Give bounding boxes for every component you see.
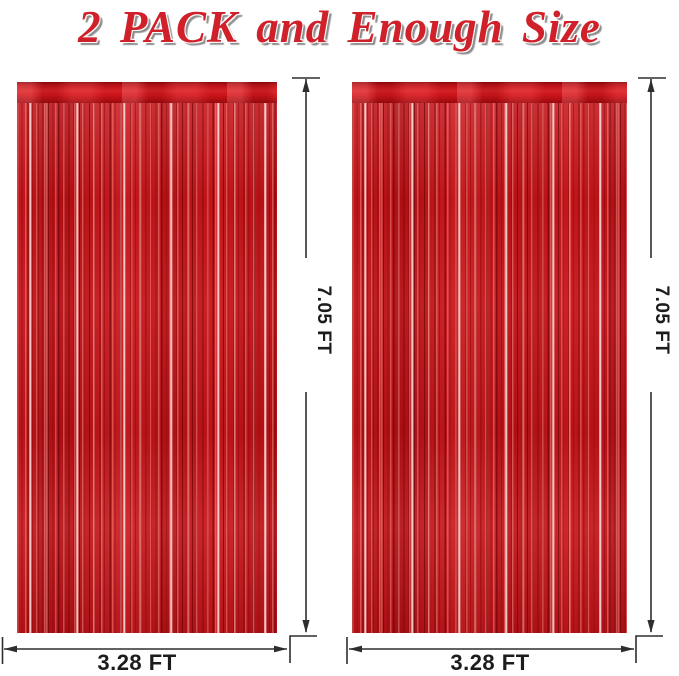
page-title: 2 PACK and Enough Size: [78, 2, 601, 52]
curtain-fringe-right: [352, 103, 627, 633]
curtain-fringe-left: [17, 103, 277, 633]
arrowhead-east-left: [274, 645, 287, 653]
width-label-left: 3.28 FT: [97, 650, 177, 675]
width-label-right: 3.28 FT: [450, 650, 530, 675]
arrowhead-down-right: [647, 620, 655, 633]
arrowhead-east-right: [621, 645, 634, 653]
curtain-rod-pocket-right: [352, 82, 627, 103]
foil-curtain-left: [17, 82, 277, 633]
corner-extension-right: [635, 635, 663, 663]
height-label-right: 7.05 FT: [651, 285, 672, 355]
height-dimension-right: [635, 77, 666, 663]
arrowhead-west-right: [349, 645, 362, 653]
arrowhead-west-left: [4, 645, 17, 653]
foil-curtain-right: [352, 82, 627, 633]
height-dimension-left: [289, 77, 320, 663]
corner-extension-left: [289, 635, 317, 663]
height-label-left: 7.05 FT: [313, 285, 334, 355]
arrowhead-up-right: [647, 79, 655, 92]
arrowhead-up-left: [302, 79, 310, 92]
arrowhead-down-left: [302, 620, 310, 633]
curtain-rod-pocket-left: [17, 82, 277, 103]
